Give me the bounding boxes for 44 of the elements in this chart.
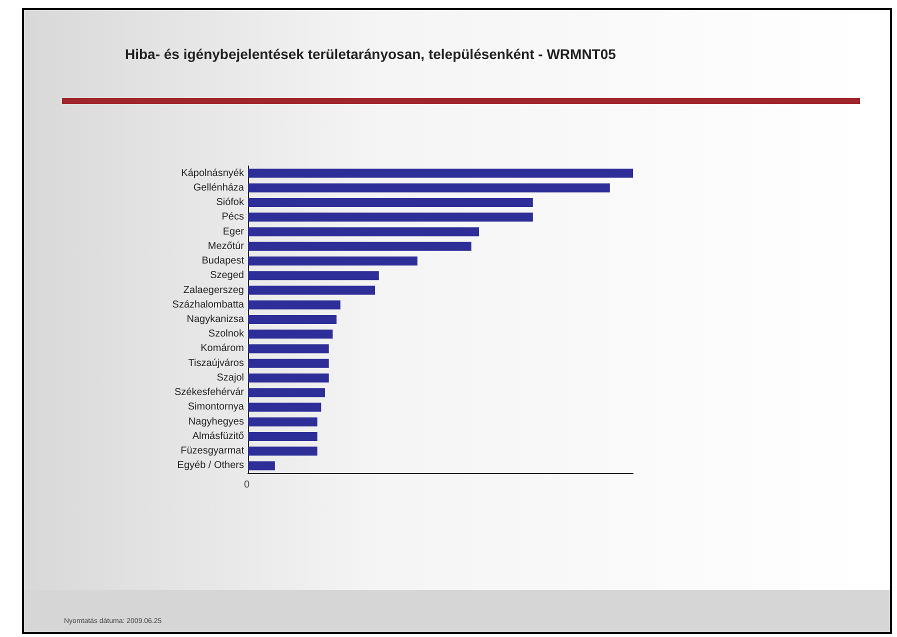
y-tick-label: Siófok [216, 197, 245, 208]
y-tick-label: Budapest [202, 256, 244, 267]
bar [248, 242, 472, 251]
y-tick-label: Százhalombatta [172, 299, 244, 310]
y-tick-label: Nagyhegyes [188, 416, 244, 428]
y-tick-label: Egyéb / Others [177, 460, 244, 472]
bar [248, 256, 418, 266]
bar [248, 300, 340, 310]
bar [248, 388, 325, 398]
y-tick-label: Szolnok [208, 328, 245, 340]
y-tick-label: Gellénháza [193, 182, 244, 194]
bar [248, 446, 318, 456]
text: 0 [244, 480, 250, 490]
bar [248, 286, 376, 295]
bar [248, 417, 318, 426]
bar [248, 432, 318, 441]
bar [248, 358, 329, 368]
bar [248, 183, 610, 192]
bar [248, 168, 633, 178]
y-tick-label: Nagykanizsa [186, 314, 244, 325]
bar [248, 227, 479, 236]
y-tick-label: Simontornya [188, 402, 244, 413]
bar [248, 330, 333, 339]
bar [248, 461, 275, 470]
y-tick-label: Füzesgyarmat [180, 446, 244, 457]
bar [248, 212, 533, 222]
y-tick-label: Székesfehérvár [174, 387, 245, 398]
y-tick-label: Szeged [210, 270, 244, 282]
bar [248, 373, 329, 382]
y-tick-label: Kápolnásnyék [181, 168, 245, 179]
y-tick-label: Pécs [222, 212, 244, 223]
y-tick-label: Almásfüzitő [192, 430, 244, 442]
bar [248, 344, 329, 354]
bar [248, 198, 533, 208]
bar [248, 315, 337, 324]
bar [248, 271, 379, 280]
y-tick-label: Szajol [216, 372, 244, 384]
bar [248, 402, 322, 412]
y-tick-label: Tiszaújváros [188, 358, 244, 369]
y-tick-label: Mezőtúr [208, 240, 245, 252]
chart-title: Hiba- és igénybejelentések területarányosan, településenként - WRMNT05 [125, 46, 616, 62]
y-tick-label: Eger [222, 226, 245, 238]
y-tick-label: Komárom [200, 343, 244, 354]
y-tick-label: Zalaegerszeg [183, 284, 244, 296]
